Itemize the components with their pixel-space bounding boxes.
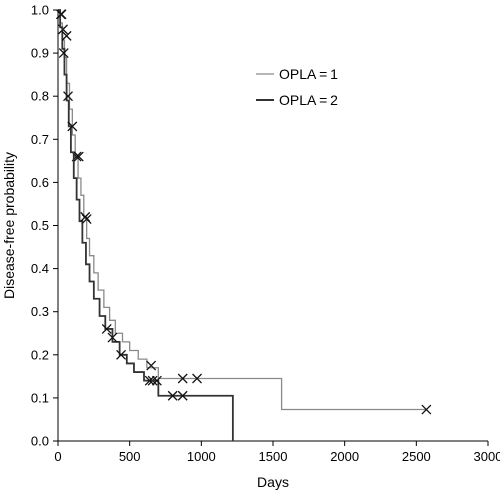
censor-mark <box>73 151 84 162</box>
y-tick-label: 0.7 <box>31 132 49 147</box>
y-tick-label: 0.3 <box>31 304 49 319</box>
censor-mark <box>421 404 432 415</box>
censor-mark <box>107 332 118 343</box>
censor-mark <box>192 373 202 384</box>
survival-curve-1 <box>58 9 427 411</box>
censor-mark <box>116 349 127 360</box>
x-tick-label: 1500 <box>259 449 288 464</box>
y-tick-label: 1.0 <box>31 3 49 18</box>
censor-mark <box>101 323 112 334</box>
y-tick-label: 0.1 <box>31 390 49 405</box>
x-axis-title: Days <box>257 474 289 490</box>
x-tick-label: 1000 <box>187 449 216 464</box>
censor-mark <box>177 390 188 401</box>
x-tick-label: 2000 <box>330 449 359 464</box>
x-tick-label: 3000 <box>474 449 500 464</box>
survival-curve-2 <box>58 9 234 441</box>
censor-mark <box>56 9 67 20</box>
x-tick-label: 2500 <box>402 449 431 464</box>
y-tick-label: 0.9 <box>31 46 49 61</box>
axes: 0.0 0.1 0.2 0.3 0.4 0.5 0.6 0.7 0.8 0.9 1.0 0 500 100… <box>31 3 500 465</box>
censor-mark <box>81 214 92 224</box>
censor-mark <box>146 360 157 371</box>
legend-label-1: OPLA = 1 <box>279 66 338 82</box>
y-tick-label: 0.6 <box>31 175 49 190</box>
y-axis-title: Disease-free probability <box>1 152 17 299</box>
series-1 <box>55 9 432 415</box>
censor-mark <box>61 30 72 41</box>
y-tick-label: 0.0 <box>31 434 49 449</box>
y-tick-label: 0.8 <box>31 89 49 104</box>
y-tick-label: 0.4 <box>31 261 49 276</box>
censor-mark <box>177 373 188 384</box>
censor-mark <box>67 121 78 132</box>
censor-mark <box>63 91 73 102</box>
legend-label-2: OPLA = 2 <box>279 92 338 108</box>
x-tick-label: 0 <box>54 449 61 464</box>
x-tick-label: 500 <box>119 449 141 464</box>
censor-mark <box>144 375 155 386</box>
censor-mark <box>151 375 162 386</box>
series-layer <box>55 9 432 441</box>
legend: OPLA = 1 OPLA = 2 <box>256 66 338 108</box>
censor-mark <box>58 48 69 59</box>
y-tick-label: 0.2 <box>31 347 49 362</box>
series-2 <box>56 9 234 441</box>
censor-mark <box>167 390 178 401</box>
y-tick-label: 0.5 <box>31 218 49 233</box>
